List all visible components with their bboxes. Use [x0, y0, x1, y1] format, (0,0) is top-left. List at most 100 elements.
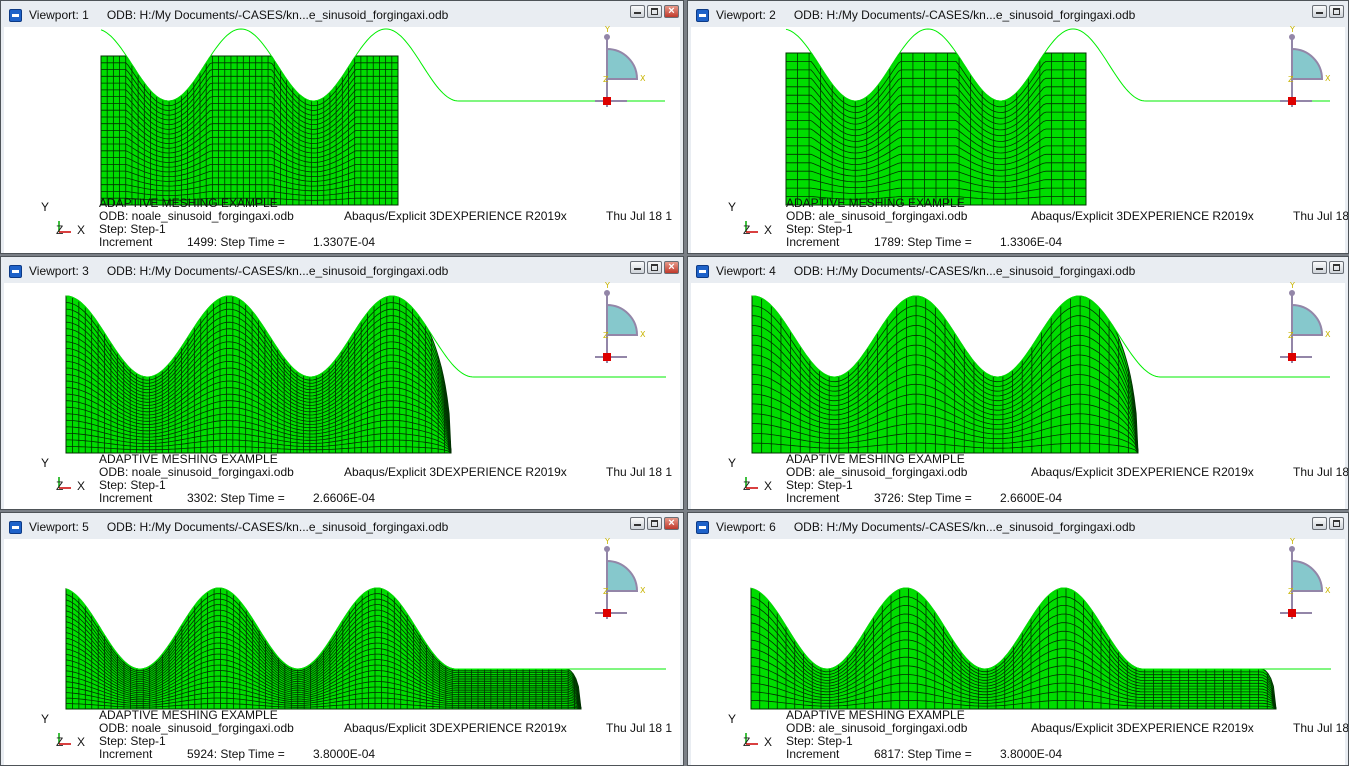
mesh-line: [786, 111, 1086, 142]
global-triad-z-label: Z: [743, 479, 751, 493]
increment-label: Increment: [99, 747, 153, 761]
viewport-menu-icon[interactable]: [9, 264, 22, 278]
mesh-line: [750, 613, 1277, 710]
view-triad-y-tip: [604, 290, 610, 296]
minimize-button[interactable]: [630, 517, 645, 530]
maximize-button[interactable]: [647, 261, 662, 274]
mesh-line: [65, 598, 582, 710]
view-triad-label: Y: [1289, 25, 1295, 34]
mesh-line: [786, 61, 1086, 108]
viewport-window[interactable]: Viewport: 5 ODB: H:/My Documents/-CASES/…: [0, 512, 684, 766]
global-triad-x-label: X: [77, 735, 86, 749]
minimize-button[interactable]: [630, 5, 645, 18]
mesh-line: [786, 170, 1086, 183]
view-triad-origin: [603, 353, 611, 361]
maximize-button[interactable]: [1329, 5, 1344, 18]
view-triad-y-tip: [1289, 34, 1295, 40]
mesh-line: [65, 631, 582, 710]
viewport-title-bar[interactable]: Viewport: 6 ODB: H:/My Documents/-CASES/…: [690, 516, 1346, 538]
increment-info: 3726: Step Time =: [874, 491, 972, 505]
minimize-button[interactable]: [1312, 517, 1327, 530]
maximize-button[interactable]: [1329, 261, 1344, 274]
viewport-menu-icon[interactable]: [696, 520, 709, 534]
mesh-line: [65, 659, 582, 710]
viewport-menu-icon[interactable]: [696, 8, 709, 22]
maximize-button[interactable]: [647, 517, 662, 530]
viewport-window[interactable]: Viewport: 3 ODB: H:/My Documents/-CASES/…: [0, 256, 684, 510]
minimize-button[interactable]: [630, 261, 645, 274]
mesh-line: [786, 86, 1086, 125]
viewport-menu-icon[interactable]: [696, 264, 709, 278]
mesh-line: [786, 94, 1086, 131]
step-time-value: 2.6606E-04: [313, 491, 376, 505]
mesh-line: [750, 630, 1277, 710]
view-triad-label: X: [640, 330, 646, 339]
mesh-line: [65, 626, 582, 710]
view-triad-label: Y: [604, 537, 610, 546]
global-triad-x-label: X: [764, 735, 773, 749]
mesh-line: [65, 315, 452, 454]
viewport-title-bar[interactable]: Viewport: 2 ODB: H:/My Documents/-CASES/…: [690, 4, 1346, 26]
viewport-label: Viewport: 2: [716, 8, 776, 22]
viewport-title-bar[interactable]: Viewport: 4 ODB: H:/My Documents/-CASES/…: [690, 260, 1346, 282]
mesh-line: [752, 433, 1139, 454]
viewport-window[interactable]: Viewport: 1 ODB: H:/My Documents/-CASES/…: [0, 0, 684, 254]
viewport-menu-icon[interactable]: [9, 520, 22, 534]
viewport-window[interactable]: Viewport: 6 ODB: H:/My Documents/-CASES/…: [687, 512, 1349, 766]
maximize-button[interactable]: [647, 5, 662, 18]
mesh-line: [65, 620, 582, 710]
view-triad-y-tip: [604, 34, 610, 40]
step-name: Step: Step-1: [786, 478, 853, 492]
mesh-line: [752, 442, 1139, 454]
mesh-line: [750, 604, 1277, 710]
viewport-title-bar[interactable]: Viewport: 1 ODB: H:/My Documents/-CASES/…: [3, 4, 681, 26]
mesh-line: [101, 164, 398, 177]
mesh-line: [751, 354, 1139, 454]
step-name: Step: Step-1: [786, 734, 853, 748]
view-triad-quadrant-icon: [1291, 303, 1324, 336]
close-button[interactable]: ×: [664, 261, 679, 274]
solver-info: Abaqus/Explicit 3DEXPERIENCE R2019x: [1031, 721, 1254, 735]
increment-info: 6817: Step Time =: [874, 747, 972, 761]
solver-info: Abaqus/Explicit 3DEXPERIENCE R2019x: [344, 465, 567, 479]
viewport-title-bar[interactable]: Viewport: 5 ODB: H:/My Documents/-CASES/…: [3, 516, 681, 538]
date-info: Thu Jul 18 1: [606, 465, 673, 479]
odb-name: ODB: ale_sinusoid_forgingaxi.odb: [786, 209, 968, 223]
close-button[interactable]: ×: [664, 517, 679, 530]
view-triad-y-tip: [604, 546, 610, 552]
viewport-window[interactable]: Viewport: 2 ODB: H:/My Documents/-CASES/…: [687, 0, 1349, 254]
increment-label: Increment: [786, 747, 840, 761]
viewport-menu-icon[interactable]: [9, 8, 22, 22]
step-time-value: 3.8000E-04: [1000, 747, 1063, 761]
viewport-window[interactable]: Viewport: 4 ODB: H:/My Documents/-CASES/…: [687, 256, 1349, 510]
mesh-line: [65, 653, 582, 710]
die-curve: [100, 28, 665, 102]
view-triad-origin: [1288, 97, 1296, 105]
view-triad-label: Z: [1288, 587, 1294, 596]
view-triad-label: X: [1325, 586, 1331, 595]
mesh-line: [65, 334, 452, 454]
view-triad-label: Z: [1288, 331, 1294, 340]
mesh-line: [66, 439, 452, 454]
viewport-title-bar[interactable]: Viewport: 3 ODB: H:/My Documents/-CASES/…: [3, 260, 681, 282]
mesh-line: [101, 75, 398, 116]
mesh-line: [65, 670, 582, 710]
global-triad-y-label: Y: [728, 712, 737, 726]
mesh-line: [65, 400, 452, 454]
model-title: ADAPTIVE MESHING EXAMPLE: [786, 708, 965, 722]
minimize-button[interactable]: [1312, 5, 1327, 18]
mesh-line: [101, 82, 398, 121]
close-button[interactable]: ×: [664, 5, 679, 18]
maximize-button[interactable]: [1329, 517, 1344, 530]
viewport-odb-path: ODB: H:/My Documents/-CASES/kn...e_sinus…: [106, 8, 449, 22]
minimize-button[interactable]: [1312, 261, 1327, 274]
view-triad-origin: [603, 609, 611, 617]
mesh-line: [751, 403, 1139, 454]
mesh-line: [65, 648, 582, 710]
